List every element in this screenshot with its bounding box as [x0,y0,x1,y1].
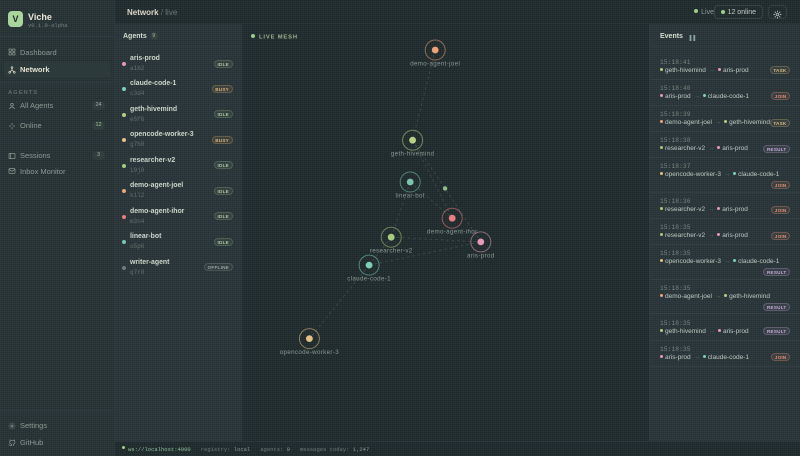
svg-text:aris-prod: aris-prod [467,252,495,259]
svg-text:demo-agent-joel: demo-agent-joel [410,61,460,68]
svg-text:linear-bot: linear-bot [396,193,425,200]
svg-text:researcher-v2: researcher-v2 [370,248,413,255]
svg-text:claude-code-1: claude-code-1 [347,276,391,283]
svg-text:demo-agent-ihor: demo-agent-ihor [427,229,478,236]
svg-text:geth-hivemind: geth-hivemind [391,151,435,158]
svg-text:opencode-worker-3: opencode-worker-3 [280,349,339,356]
